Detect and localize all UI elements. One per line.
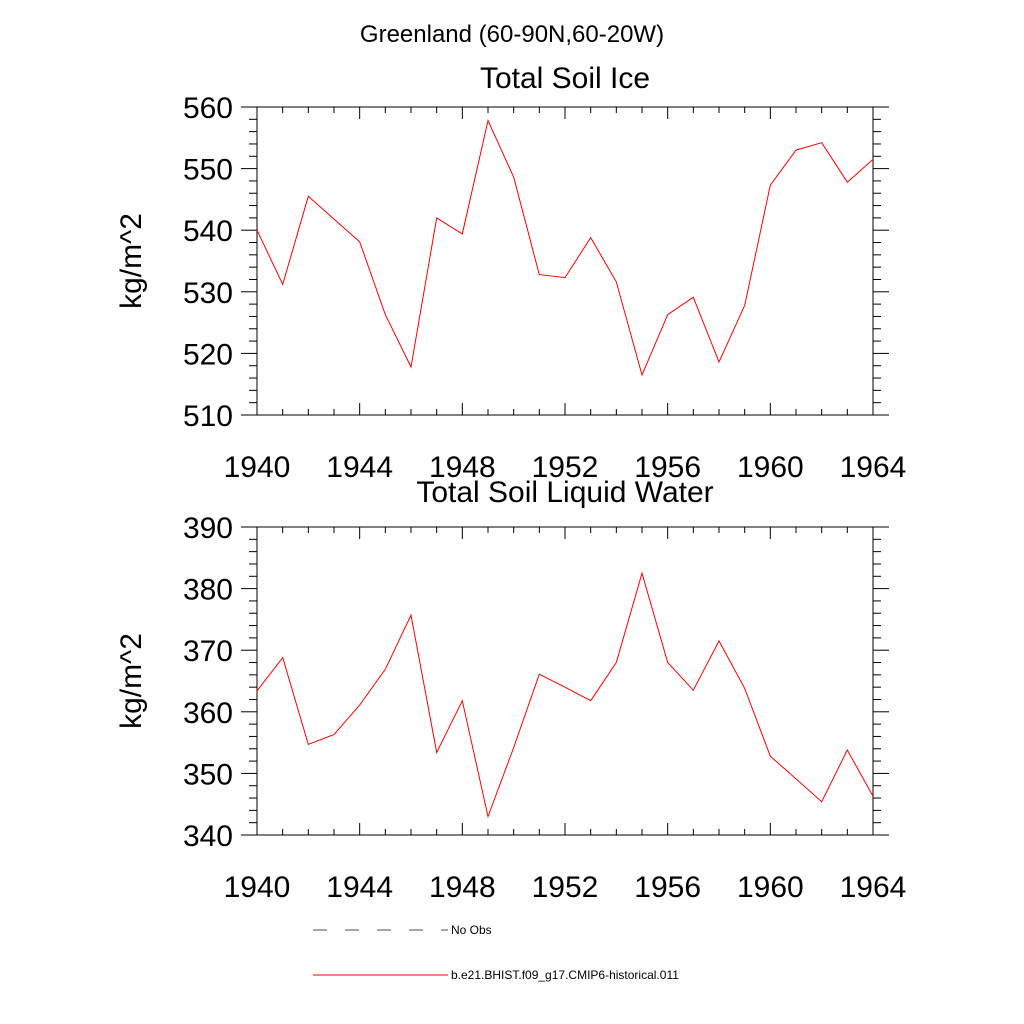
x-tick-labels: 1940 1944 1948 1952 1956 1960 1964	[224, 451, 907, 484]
series-line	[256, 571, 874, 819]
y-tick-label: 540	[183, 215, 233, 248]
x-tick-label: 1952	[532, 451, 599, 484]
series-lines	[256, 571, 874, 819]
y-tick-label: 520	[183, 338, 233, 371]
y-tick-label: 340	[183, 820, 233, 853]
panel-title: Total Soil Ice	[480, 62, 650, 95]
x-tick-label: 1956	[634, 871, 701, 904]
x-tick-label: 1952	[532, 871, 599, 904]
series-line	[256, 119, 874, 377]
x-tick-label: 1960	[737, 451, 804, 484]
x-tick-labels: 1940 1944 1948 1952 1956 1960 1964	[224, 871, 907, 904]
y-tick-label: 380	[183, 574, 233, 607]
x-tick-label: 1964	[840, 871, 907, 904]
x-tick-label: 1940	[224, 871, 291, 904]
figure-title: Greenland (60-90N,60-20W)	[360, 21, 664, 48]
y-tick-label: 550	[183, 154, 233, 187]
x-tick-label: 1944	[326, 451, 393, 484]
x-tick-label: 1956	[634, 451, 701, 484]
panel-total-soil-liquid-water: Total Soil Liquid Water 3403503603703803…	[115, 476, 906, 904]
legend-label: No Obs	[451, 923, 492, 937]
y-tick-label: 510	[183, 400, 233, 433]
x-tick-label: 1960	[737, 871, 804, 904]
x-tick-label: 1948	[429, 451, 496, 484]
series-lines	[256, 119, 874, 377]
y-tick-label: 350	[183, 758, 233, 791]
tick-marks	[241, 526, 889, 836]
panel-title: Total Soil Liquid Water	[416, 476, 713, 509]
plot-frame	[256, 106, 874, 416]
y-tick-label: 370	[183, 635, 233, 668]
y-tick-label: 390	[183, 512, 233, 545]
y-axis-label: kg/m^2	[115, 633, 148, 729]
legend-item-no-obs: No Obs	[313, 923, 492, 937]
legend: No Obs b.e21.BHIST.f09_g17.CMIP6-histori…	[313, 923, 679, 982]
y-tick-labels: 340 350 360 370 380 390	[183, 512, 233, 853]
y-tick-label: 560	[183, 92, 233, 125]
x-tick-label: 1940	[224, 451, 291, 484]
y-axis-label: kg/m^2	[115, 213, 148, 309]
legend-item-model-run: b.e21.BHIST.f09_g17.CMIP6-historical.011	[313, 968, 679, 982]
plot-frame	[256, 526, 874, 836]
y-tick-label: 530	[183, 277, 233, 310]
y-tick-label: 360	[183, 697, 233, 730]
x-tick-label: 1964	[840, 451, 907, 484]
y-tick-labels: 510 520 530 540 550 560	[183, 92, 233, 433]
x-tick-label: 1944	[326, 871, 393, 904]
legend-label: b.e21.BHIST.f09_g17.CMIP6-historical.011	[451, 968, 679, 982]
x-tick-label: 1948	[429, 871, 496, 904]
tick-marks	[241, 106, 889, 416]
